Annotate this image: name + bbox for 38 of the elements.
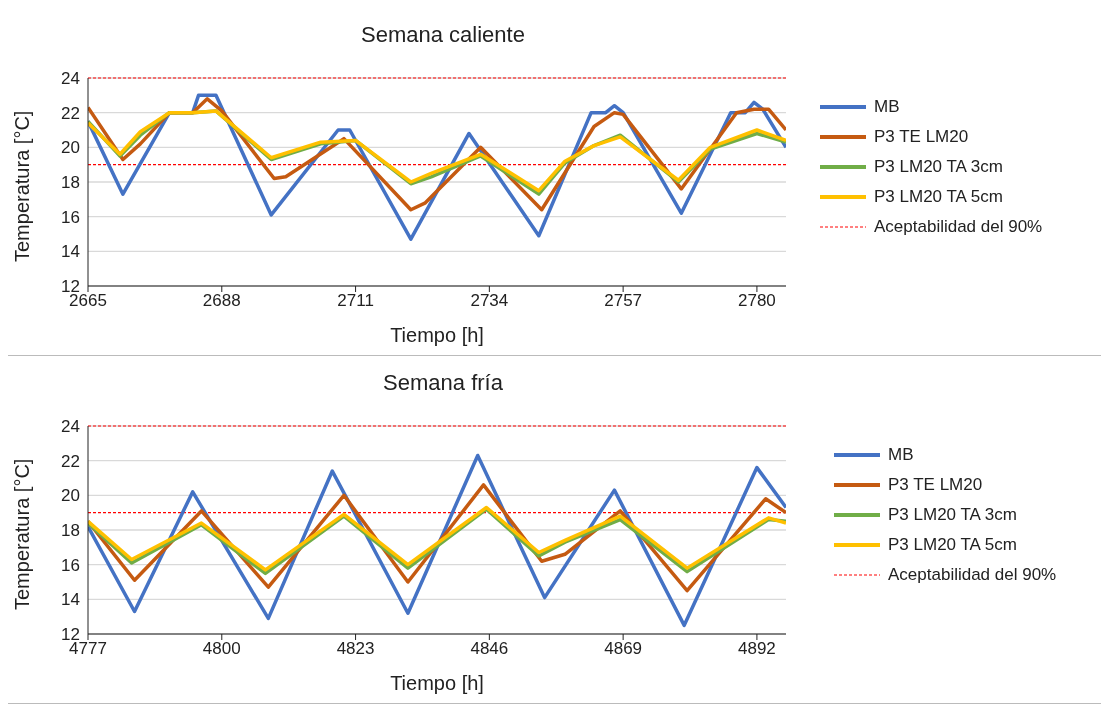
legend-label: Aceptabilidad del 90% bbox=[888, 564, 1057, 585]
legend-label: P3 TE LM20 bbox=[888, 474, 983, 495]
legend-label: P3 LM20 TA 5cm bbox=[874, 186, 1003, 207]
x-tick-label: 2780 bbox=[738, 291, 776, 311]
x-tick-label: 2711 bbox=[337, 291, 374, 311]
y-tick-label: 22 bbox=[61, 451, 80, 471]
x-tick-label: 4869 bbox=[604, 639, 643, 659]
y-tick-label: 18 bbox=[61, 173, 80, 193]
y-tick-label: 14 bbox=[61, 242, 80, 262]
y-tick-label: 18 bbox=[61, 521, 80, 541]
y-tick-label: 20 bbox=[61, 138, 80, 158]
x-tick-label: 4823 bbox=[336, 639, 375, 659]
y-tick-label: 24 bbox=[61, 69, 80, 89]
legend-label: P3 TE LM20 bbox=[874, 126, 969, 147]
x-axis-title: Tiempo [h] bbox=[390, 672, 484, 694]
legend-label: P3 LM20 TA 5cm bbox=[888, 534, 1017, 555]
y-axis-title: Temperatura [°C] bbox=[11, 110, 34, 262]
legend-label: Aceptabilidad del 90% bbox=[874, 216, 1043, 237]
legend-label: MB bbox=[888, 444, 914, 465]
x-tick-label: 4892 bbox=[738, 639, 776, 659]
x-tick-label: 2734 bbox=[470, 291, 509, 311]
y-tick-label: 24 bbox=[61, 417, 80, 437]
legend-label: P3 LM20 TA 3cm bbox=[874, 156, 1003, 177]
legend-label: MB bbox=[874, 96, 900, 117]
legend-label: P3 LM20 TA 3cm bbox=[888, 504, 1017, 525]
y-tick-label: 16 bbox=[61, 207, 80, 227]
x-tick-label: 2688 bbox=[202, 291, 241, 311]
y-tick-label: 20 bbox=[61, 486, 80, 506]
x-axis-title: Tiempo [h] bbox=[390, 324, 484, 346]
x-tick-label: 2757 bbox=[604, 291, 643, 311]
x-tick-label: 4800 bbox=[202, 639, 241, 659]
y-tick-label: 16 bbox=[61, 555, 80, 575]
y-axis-title: Temperatura [°C] bbox=[11, 458, 34, 610]
chart-title: Semana fría bbox=[382, 370, 504, 396]
x-tick-label: 4846 bbox=[470, 639, 509, 659]
y-tick-label: 14 bbox=[61, 590, 80, 610]
y-tick-label: 22 bbox=[61, 103, 80, 123]
chart-title: Semana caliente bbox=[360, 22, 526, 48]
